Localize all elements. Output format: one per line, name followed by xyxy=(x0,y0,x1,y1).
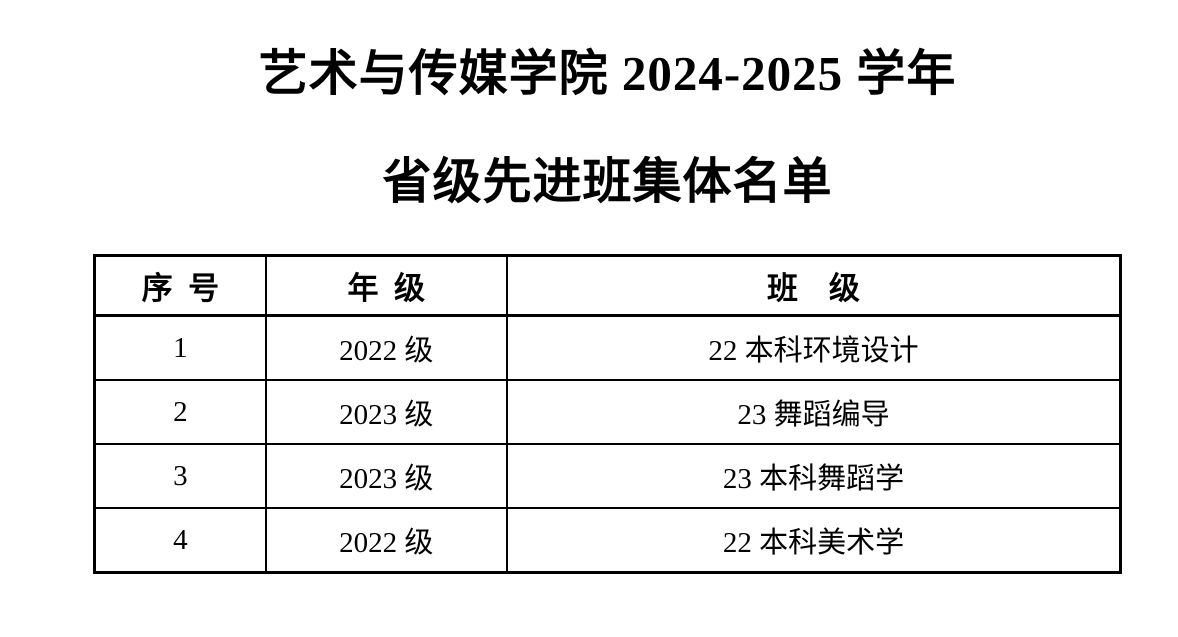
document-title-line2: 省级先进班集体名单 xyxy=(382,154,833,209)
document-content: 艺术与传媒学院 2024-2025 学年 省级先进班集体名单 序 号 年 级 班… xyxy=(93,0,1122,574)
cell-grade: 2023 级 xyxy=(264,443,508,509)
column-header-class: 班 级 xyxy=(505,254,1122,317)
cell-class: 22 本科美术学 xyxy=(505,507,1122,574)
cell-index: 3 xyxy=(93,443,267,509)
document-title-line1: 艺术与传媒学院 2024-2025 学年 xyxy=(258,46,957,101)
table-row: 1 2022 级 22 本科环境设计 xyxy=(93,314,1122,381)
cell-grade: 2023 级 xyxy=(264,379,508,445)
cell-index: 1 xyxy=(93,314,267,381)
column-header-grade: 年 级 xyxy=(264,254,508,317)
cell-grade: 2022 级 xyxy=(264,314,508,381)
cell-index: 4 xyxy=(93,507,267,574)
cell-class: 23 舞蹈编导 xyxy=(505,379,1122,445)
table-header-row: 序 号 年 级 班 级 xyxy=(93,254,1122,317)
cell-grade: 2022 级 xyxy=(264,507,508,574)
cell-class: 23 本科舞蹈学 xyxy=(505,443,1122,509)
table-row: 4 2022 级 22 本科美术学 xyxy=(93,507,1122,574)
table-row: 2 2023 级 23 舞蹈编导 xyxy=(93,379,1122,445)
cell-index: 2 xyxy=(93,379,267,445)
column-header-index: 序 号 xyxy=(93,254,267,317)
cell-class: 22 本科环境设计 xyxy=(505,314,1122,381)
table-row: 3 2023 级 23 本科舞蹈学 xyxy=(93,443,1122,509)
advanced-class-table: 序 号 年 级 班 级 1 2022 级 22 本科环境设计 2 2023 级 … xyxy=(93,254,1122,574)
